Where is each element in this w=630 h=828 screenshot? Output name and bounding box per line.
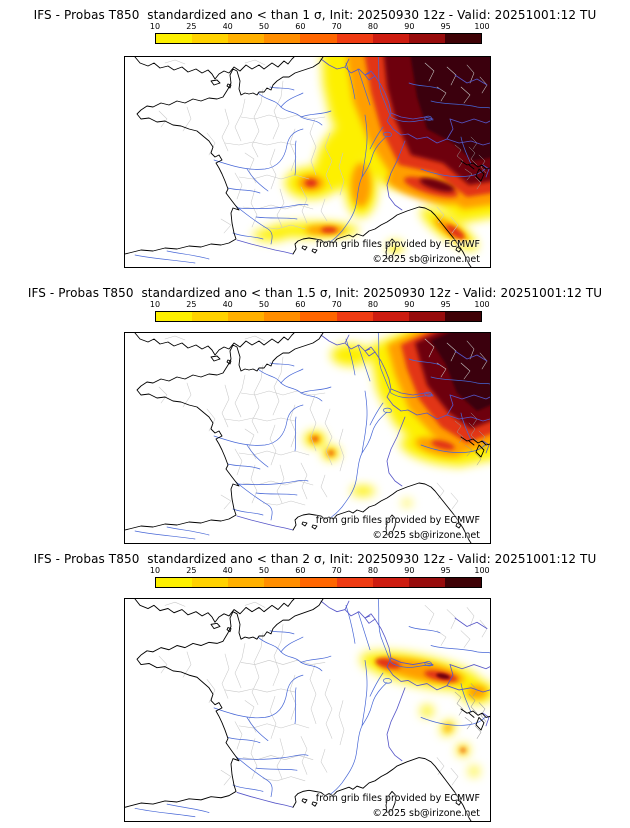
colorbar-segment xyxy=(156,312,193,321)
copyright: ©2025 sb@irizone.net xyxy=(372,808,480,819)
colorbar-segment xyxy=(336,578,373,587)
map-canvas xyxy=(125,57,490,267)
colorbar-tick-label: 80 xyxy=(367,300,379,309)
colorbar xyxy=(155,311,482,322)
colorbar-tick-label: 95 xyxy=(440,22,451,31)
map-title: IFS - Probas T850 standardized ano < tha… xyxy=(33,8,597,22)
colorbar-segment xyxy=(228,312,265,321)
probability-map-panel-3: IFS - Probas T850 standardized ano < tha… xyxy=(0,540,630,828)
ecmwf-credit: from grib files provided by ECMWF xyxy=(315,793,480,804)
colorbar-tick-label: 90 xyxy=(404,22,415,31)
colorbar-tick-label: 95 xyxy=(440,566,451,575)
colorbar-tick-label: 80 xyxy=(367,22,379,31)
colorbar-tick-label: 70 xyxy=(331,22,342,31)
colorbar-tick-label: 40 xyxy=(222,22,233,31)
colorbar-segment xyxy=(300,578,337,587)
colorbar-tick-label: 40 xyxy=(222,566,233,575)
colorbar-segment xyxy=(408,34,445,43)
colorbar-tick-label: 50 xyxy=(258,300,270,309)
colorbar-segment xyxy=(228,34,265,43)
colorbar-segment xyxy=(264,312,301,321)
colorbar-tick-label: 90 xyxy=(404,566,415,575)
colorbar-tick-label: 50 xyxy=(258,22,270,31)
heat-layer xyxy=(304,333,490,506)
colorbar-tick-label: 100 xyxy=(474,22,490,31)
colorbar-tick-label: 60 xyxy=(295,300,306,309)
map-title: IFS - Probas T850 standardized ano < tha… xyxy=(33,552,597,566)
colorbar-tick-label: 50 xyxy=(258,566,270,575)
colorbar-segment xyxy=(156,34,193,43)
colorbar-ticks: 10 25 40 50 60 70 80 90 95 100 xyxy=(150,300,490,309)
colorbar-tick-label: 80 xyxy=(367,566,379,575)
colorbar-tick-label: 70 xyxy=(331,300,342,309)
colorbar-segment xyxy=(264,34,301,43)
colorbar-segment xyxy=(192,578,229,587)
colorbar-segment xyxy=(264,578,301,587)
colorbar-tick-label: 25 xyxy=(186,22,197,31)
colorbar-tick-label: 95 xyxy=(440,300,451,309)
colorbar-segment xyxy=(372,34,409,43)
probability-map-panel-2: IFS - Probas T850 standardized ano < tha… xyxy=(0,272,630,544)
colorbar-segment xyxy=(192,34,229,43)
ecmwf-credit: from grib files provided by ECMWF xyxy=(315,239,480,250)
colorbar-segment xyxy=(228,578,265,587)
colorbar-tick-label: 60 xyxy=(295,22,306,31)
colorbar-segment xyxy=(336,34,373,43)
colorbar-tick-label: 70 xyxy=(331,566,342,575)
colorbar-segment xyxy=(408,578,445,587)
colorbar-tick-label: 100 xyxy=(474,300,490,309)
colorbar-tick-label: 10 xyxy=(149,300,161,309)
colorbar-tick-label: 100 xyxy=(474,566,490,575)
colorbar-tick-label: 60 xyxy=(295,566,306,575)
colorbar-segment xyxy=(444,34,481,43)
colorbar-segment xyxy=(156,578,193,587)
colorbar-segment xyxy=(300,34,337,43)
copyright: ©2025 sb@irizone.net xyxy=(372,254,480,265)
colorbar-tick-label: 10 xyxy=(149,22,161,31)
heat-layer xyxy=(253,57,490,253)
map-2sigma: from grib files provided by ECMWF ©2025 … xyxy=(124,598,491,822)
copyright: ©2025 sb@irizone.net xyxy=(372,530,480,541)
colorbar-segment xyxy=(444,312,481,321)
colorbar-tick-label: 10 xyxy=(149,566,161,575)
probability-map-panel-1: IFS - Probas T850 standardized ano < tha… xyxy=(0,0,630,272)
map-canvas xyxy=(125,599,490,821)
map-title: IFS - Probas T850 standardized ano < tha… xyxy=(27,286,603,300)
colorbar-tick-label: 25 xyxy=(186,300,197,309)
colorbar-tick-label: 40 xyxy=(222,300,233,309)
heat-layer xyxy=(360,651,490,776)
colorbar-tick-label: 25 xyxy=(186,566,197,575)
ecmwf-credit: from grib files provided by ECMWF xyxy=(315,515,480,526)
map-canvas xyxy=(125,333,490,543)
colorbar-segment xyxy=(300,312,337,321)
map-1-5sigma: from grib files provided by ECMWF ©2025 … xyxy=(124,332,491,544)
colorbar-tick-label: 90 xyxy=(404,300,415,309)
colorbar-segment xyxy=(408,312,445,321)
colorbar-segment xyxy=(372,312,409,321)
colorbar-ticks: 10 25 40 50 60 70 80 90 95 100 xyxy=(150,22,490,31)
colorbar-segment xyxy=(336,312,373,321)
colorbar-segment xyxy=(372,578,409,587)
colorbar-segment xyxy=(444,578,481,587)
colorbar-segment xyxy=(192,312,229,321)
colorbar xyxy=(155,33,482,44)
map-1sigma: from grib files provided by ECMWF ©2025 … xyxy=(124,56,491,268)
colorbar xyxy=(155,577,482,588)
colorbar-ticks: 10 25 40 50 60 70 80 90 95 100 xyxy=(150,566,490,575)
